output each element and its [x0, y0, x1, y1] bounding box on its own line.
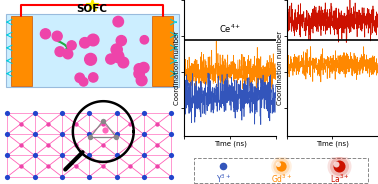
Circle shape: [40, 29, 51, 39]
Point: [45, 122, 51, 125]
Point: [127, 122, 133, 125]
Point: [141, 154, 147, 157]
Point: [59, 133, 65, 136]
Point: [141, 112, 147, 115]
Point: [73, 164, 79, 167]
Circle shape: [138, 62, 149, 73]
Y-axis label: Coordination number: Coordination number: [277, 31, 282, 105]
Point: [86, 112, 92, 115]
Point: [220, 165, 226, 168]
Point: [168, 112, 174, 115]
Point: [278, 165, 284, 168]
Point: [168, 175, 174, 178]
Point: [32, 154, 38, 157]
Y-axis label: Coordination number: Coordination number: [174, 31, 180, 105]
Circle shape: [134, 64, 144, 74]
Circle shape: [113, 16, 124, 27]
Point: [278, 165, 284, 168]
Point: [113, 175, 119, 178]
Circle shape: [134, 68, 144, 79]
Point: [86, 154, 92, 157]
Circle shape: [63, 49, 73, 59]
Point: [275, 163, 281, 166]
Circle shape: [112, 50, 124, 63]
Point: [100, 119, 106, 122]
Point: [155, 144, 161, 146]
Text: La$^{3+}$: La$^{3+}$: [330, 172, 349, 184]
Point: [86, 175, 92, 178]
Point: [100, 164, 106, 167]
Point: [141, 133, 147, 136]
Point: [155, 122, 161, 125]
Point: [5, 112, 11, 115]
Point: [5, 175, 11, 178]
Circle shape: [87, 34, 99, 46]
Point: [155, 164, 161, 167]
Point: [141, 175, 147, 178]
Point: [333, 163, 339, 166]
Text: Gd$^{3+}$: Gd$^{3+}$: [271, 172, 292, 184]
Point: [168, 133, 174, 136]
Circle shape: [52, 31, 62, 41]
FancyBboxPatch shape: [6, 14, 179, 87]
X-axis label: Time (ns): Time (ns): [316, 140, 349, 147]
Circle shape: [116, 36, 126, 46]
Text: Ce$^{4+}$: Ce$^{4+}$: [219, 23, 242, 36]
Point: [45, 164, 51, 167]
Point: [113, 154, 119, 157]
Circle shape: [75, 73, 84, 82]
Circle shape: [111, 44, 122, 55]
Point: [5, 133, 11, 136]
Point: [113, 112, 119, 115]
Point: [73, 122, 79, 125]
Text: Y$^{3+}$: Y$^{3+}$: [215, 172, 231, 184]
Point: [59, 154, 65, 157]
Point: [113, 133, 119, 136]
Point: [100, 122, 106, 125]
Point: [100, 144, 106, 146]
Point: [336, 165, 342, 168]
Circle shape: [140, 36, 149, 44]
Point: [86, 133, 92, 136]
Circle shape: [106, 54, 116, 64]
Point: [278, 165, 284, 168]
Circle shape: [85, 53, 96, 65]
Point: [45, 144, 51, 146]
Point: [5, 154, 11, 157]
Point: [32, 112, 38, 115]
Circle shape: [79, 77, 88, 86]
Circle shape: [80, 38, 90, 48]
Point: [127, 164, 133, 167]
Point: [59, 175, 65, 178]
Point: [32, 133, 38, 136]
Text: SOFC: SOFC: [77, 4, 108, 14]
Point: [168, 154, 174, 157]
Circle shape: [118, 57, 129, 68]
Bar: [152, 16, 174, 86]
Point: [127, 144, 133, 146]
Circle shape: [88, 73, 98, 82]
Point: [102, 128, 108, 131]
Circle shape: [136, 75, 147, 86]
Bar: [11, 16, 32, 86]
Circle shape: [67, 41, 76, 50]
Point: [59, 112, 65, 115]
FancyBboxPatch shape: [194, 158, 368, 183]
Point: [87, 136, 93, 139]
X-axis label: Time (ns): Time (ns): [214, 140, 246, 147]
Point: [73, 144, 79, 146]
Point: [336, 165, 342, 168]
Point: [336, 165, 342, 168]
Point: [18, 122, 24, 125]
Point: [32, 175, 38, 178]
Point: [89, 3, 95, 6]
Point: [113, 136, 119, 139]
Point: [18, 164, 24, 167]
Point: [18, 144, 24, 146]
Circle shape: [55, 47, 65, 56]
